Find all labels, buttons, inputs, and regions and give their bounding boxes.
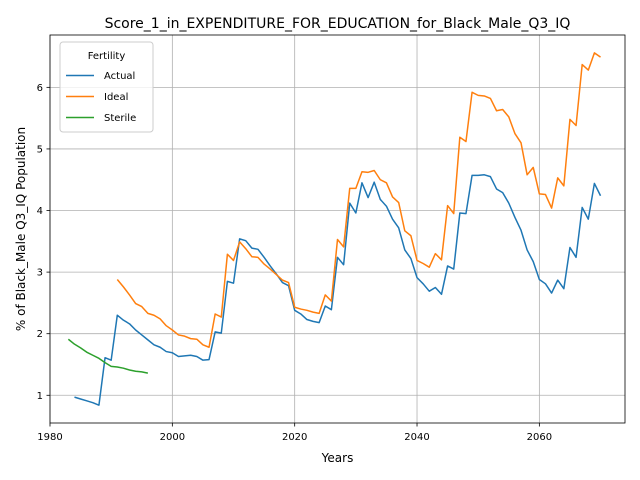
y-axis: 1 2 3 4 5 6 xyxy=(37,83,50,402)
chart-title: Score_1_in_EXPENDITURE_FOR_EDUCATION_for… xyxy=(105,16,571,32)
grid xyxy=(49,35,625,423)
y-tick-label: 3 xyxy=(37,268,43,279)
legend: Fertility Actual Ideal Sterile xyxy=(59,41,154,133)
y-tick-label: 1 xyxy=(37,391,43,402)
x-tick-label: 2060 xyxy=(527,432,552,443)
series-line-sterile xyxy=(67,338,149,374)
legend-label-sterile: Sterile xyxy=(104,113,136,124)
legend-label-ideal: Ideal xyxy=(104,92,128,103)
y-tick-label: 6 xyxy=(37,83,43,94)
x-tick-label: 1980 xyxy=(37,432,62,443)
series-line-actual xyxy=(74,174,602,406)
x-axis-label: Years xyxy=(321,451,354,465)
series-line-ideal xyxy=(116,52,601,348)
x-tick-label: 2040 xyxy=(404,432,429,443)
series-layer xyxy=(67,52,602,406)
y-axis-label: % of Black_Male Q3_IQ Population xyxy=(14,127,28,331)
x-tick-label: 2000 xyxy=(160,432,185,443)
legend-title: Fertility xyxy=(88,51,126,62)
x-axis: 1980 2000 2020 2040 2060 xyxy=(37,423,552,443)
plot-area-frame xyxy=(49,34,626,424)
y-tick-label: 5 xyxy=(37,144,43,155)
y-tick-label: 4 xyxy=(37,206,43,217)
y-tick-label: 2 xyxy=(37,329,43,340)
x-tick-label: 2020 xyxy=(282,432,307,443)
legend-label-actual: Actual xyxy=(104,71,135,82)
legend-box xyxy=(59,41,154,133)
